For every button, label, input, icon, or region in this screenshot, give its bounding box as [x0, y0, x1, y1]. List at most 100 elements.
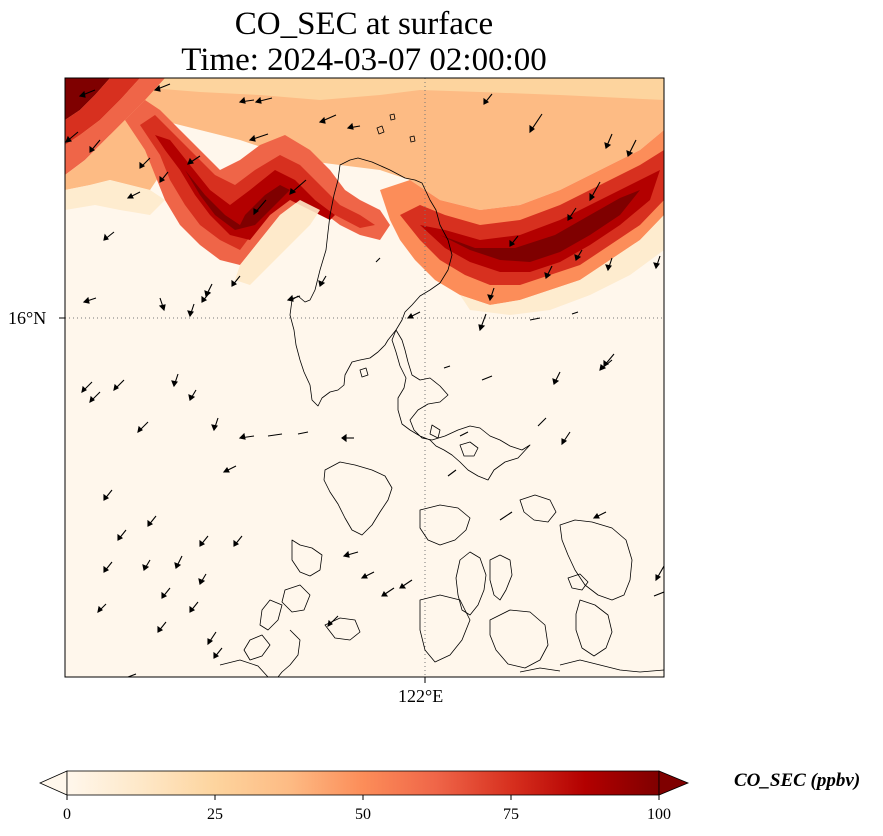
- wind-arrow: [238, 96, 255, 104]
- lat-tick-label: 16°N: [8, 308, 47, 328]
- wind-arrow: [201, 291, 211, 303]
- map-frame: [64, 77, 665, 678]
- wind-vectors: [65, 83, 664, 677]
- wind-arrow: [318, 114, 337, 124]
- lon-tick-label: 122°E: [398, 686, 444, 706]
- colorbar-tick-label: 25: [207, 806, 223, 823]
- wind-arrow: [297, 431, 309, 435]
- wind-arrow: [103, 231, 115, 241]
- wind-arrow: [199, 535, 209, 547]
- colorbar-extend-max: [658, 770, 690, 796]
- wind-arrow: [89, 139, 101, 153]
- wind-arrow: [318, 275, 327, 287]
- wind-arrow: [509, 235, 519, 247]
- wind-arrow: [481, 375, 493, 381]
- wind-arrow: [375, 257, 381, 263]
- wind-arrow: [381, 587, 395, 597]
- wind-arrow: [537, 417, 547, 427]
- wind-arrow: [153, 83, 171, 92]
- wind-arrow: [187, 303, 195, 318]
- wind-arrow: [653, 591, 664, 597]
- wind-arrow: [254, 96, 273, 104]
- wind-arrow: [174, 555, 183, 569]
- wind-arrow: [286, 294, 301, 302]
- wind-arrow: [626, 139, 637, 157]
- map-title-line2: Time: 2024-03-07 02:00:00: [181, 42, 547, 78]
- wind-arrow: [653, 255, 661, 270]
- wind-arrow: [81, 381, 93, 393]
- wind-arrow: [561, 431, 571, 446]
- wind-arrow: [342, 550, 359, 558]
- wind-arrow: [529, 317, 541, 321]
- wind-arrow: [567, 207, 577, 221]
- wind-arrow: [346, 122, 361, 130]
- wind-arrow: [97, 603, 107, 613]
- wind-arrow: [126, 191, 141, 199]
- wind-arrow: [487, 287, 495, 302]
- wind-arrow: [655, 565, 664, 582]
- wind-arrow: [406, 311, 421, 319]
- wind-arrow: [248, 133, 269, 142]
- wind-arrow: [599, 359, 613, 371]
- wind-arrow: [142, 559, 151, 571]
- wind-arrow: [159, 171, 169, 183]
- wind-arrow: [222, 465, 237, 473]
- wind-arrow: [211, 417, 219, 432]
- wind-arrow: [360, 571, 375, 579]
- wind-arrow: [213, 647, 223, 659]
- wind-arrow: [158, 297, 166, 312]
- wind-arrow: [605, 257, 613, 272]
- wind-arrow: [604, 133, 613, 149]
- wind-arrow: [544, 265, 553, 279]
- wind-arrow: [189, 601, 199, 613]
- wind-arrow: [341, 433, 354, 443]
- wind-arrow: [207, 631, 217, 646]
- wind-arrow: [483, 93, 493, 105]
- wind-arrow: [231, 275, 241, 287]
- wind-arrow: [233, 535, 243, 547]
- wind-arrow: [117, 529, 127, 541]
- wind-arrow: [289, 179, 307, 195]
- wind-arrow: [78, 89, 96, 98]
- wind-arrow: [267, 433, 283, 437]
- colorbar-label: CO_SEC (ppbv): [734, 770, 861, 791]
- wind-arrow: [253, 199, 267, 216]
- wind-arrow: [399, 579, 413, 589]
- colorbar-tick-label: 0: [63, 806, 71, 823]
- wind-arrow: [187, 155, 201, 165]
- wind-arrow: [103, 489, 113, 501]
- wind-arrow: [238, 432, 255, 440]
- wind-arrow: [198, 573, 207, 585]
- wind-arrow: [147, 515, 157, 527]
- wind-arrow: [157, 621, 167, 633]
- wind-arrow: [499, 511, 513, 521]
- wind-arrow: [459, 431, 469, 437]
- wind-arrow: [447, 469, 457, 477]
- colorbar-tick-label: 50: [355, 806, 371, 823]
- coastlines: [219, 113, 664, 677]
- wind-arrow: [589, 181, 601, 202]
- wind-arrow: [529, 113, 543, 134]
- wind-arrow: [103, 561, 113, 573]
- wind-arrow: [327, 615, 339, 627]
- wind-arrow: [592, 511, 607, 519]
- colorbar-extend-min: [39, 770, 68, 796]
- wind-arrow: [571, 311, 579, 315]
- wind-arrow: [171, 373, 179, 388]
- wind-arrow: [139, 157, 151, 169]
- colorbar-tick-label: 75: [503, 806, 519, 823]
- wind-arrow: [137, 421, 149, 433]
- colorbar-tick-label: 100: [647, 806, 671, 823]
- wind-arrow: [552, 371, 561, 385]
- wind-arrow: [113, 379, 125, 391]
- co-sec-field: [65, 78, 664, 677]
- wind-arrow: [188, 389, 197, 401]
- wind-arrow: [82, 296, 97, 304]
- wind-arrow: [89, 391, 101, 403]
- colorbar-gradient: [66, 770, 660, 796]
- colorbar: [39, 770, 690, 800]
- wind-arrow: [161, 587, 171, 599]
- wind-arrow: [65, 131, 79, 143]
- wind-arrow: [478, 313, 487, 332]
